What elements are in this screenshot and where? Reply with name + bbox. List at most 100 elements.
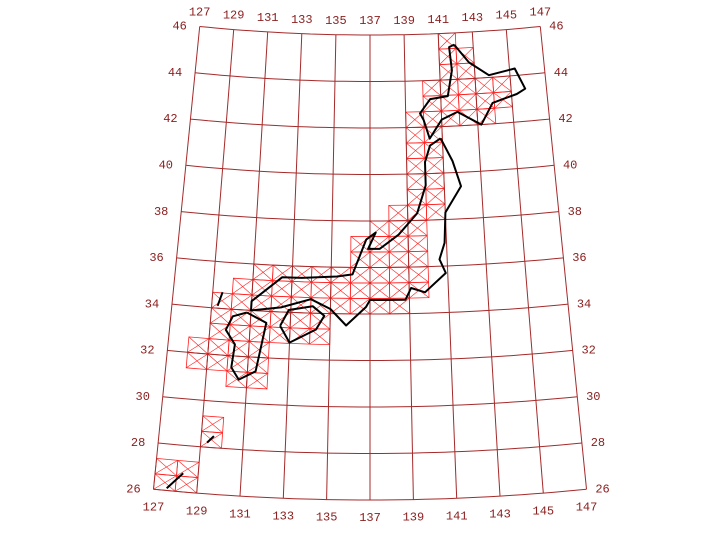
mesh-cross: [156, 458, 177, 477]
mesh-cross: [422, 95, 442, 112]
mesh-cross: [457, 79, 477, 95]
mesh-cross: [369, 298, 390, 315]
mesh-cross: [291, 296, 311, 314]
bottom-lon-label: 145: [533, 504, 555, 518]
coastline-layer: [166, 43, 527, 489]
coastline: [216, 291, 224, 307]
top-lon-label: 141: [427, 13, 449, 27]
meridian: [153, 26, 201, 490]
left-lat-label: 46: [172, 20, 186, 34]
mesh-cross: [253, 263, 273, 281]
right-lat-label: 26: [595, 482, 609, 496]
mesh-cross: [389, 298, 410, 314]
coastline: [279, 305, 326, 344]
mesh-cross: [350, 236, 371, 253]
parallel: [153, 488, 587, 501]
mesh-cross: [405, 111, 425, 128]
mesh-cross: [202, 415, 223, 434]
mesh-layer: [153, 32, 513, 494]
mesh-cross: [389, 251, 409, 268]
mesh-cross: [350, 282, 371, 299]
mesh-cross: [311, 281, 331, 299]
mesh-cross: [231, 308, 251, 327]
mesh-cross: [208, 338, 229, 356]
mesh-cross: [388, 220, 409, 237]
labels: 127 129 131 133 135 137 139 141 143 145 147 127 129 1…: [126, 6, 609, 525]
coastline: [206, 435, 215, 444]
mesh-cross: [228, 339, 249, 358]
left-lat-label: 32: [140, 344, 154, 358]
top-lon-label: 127: [189, 6, 211, 20]
mesh-cross: [426, 204, 446, 220]
left-lat-label: 30: [136, 390, 150, 404]
mesh-cross: [247, 372, 268, 390]
mesh-cross: [154, 473, 176, 492]
right-lat-label: 40: [563, 159, 577, 173]
parallel: [176, 257, 564, 268]
mesh-cross: [270, 311, 291, 329]
left-lat-label: 42: [163, 112, 177, 126]
mesh-cross: [389, 282, 410, 299]
mesh-cross: [188, 336, 209, 355]
mesh-cross: [330, 297, 351, 315]
mesh-cross: [350, 251, 371, 268]
mesh-cross: [311, 266, 332, 283]
coastline: [224, 311, 268, 381]
right-lat-label: 42: [558, 112, 572, 126]
mesh-cross: [441, 110, 461, 127]
mesh-cross: [369, 220, 390, 237]
mesh-cross: [408, 266, 429, 283]
mesh-cross: [389, 267, 410, 283]
top-lon-label: 133: [291, 13, 313, 27]
mesh-cross: [230, 324, 250, 342]
mesh-cross: [474, 78, 494, 93]
mesh-cross: [406, 173, 426, 190]
top-lon-label: 145: [496, 9, 518, 23]
left-lat-label: 38: [154, 205, 168, 219]
bottom-lon-label: 143: [489, 507, 511, 521]
top-lon-label: 129: [223, 9, 245, 23]
bottom-lon-label: 139: [403, 511, 425, 525]
mesh-cross: [440, 95, 460, 111]
mesh-cross: [207, 353, 228, 372]
mesh-cross: [292, 265, 312, 283]
top-lon-label: 139: [393, 14, 415, 28]
mesh-cross: [289, 327, 310, 345]
right-lat-label: 38: [568, 205, 582, 219]
right-lat-label: 32: [581, 344, 595, 358]
bottom-lon-label: 141: [446, 509, 468, 523]
mesh-cross: [456, 63, 476, 79]
mesh-cross: [405, 127, 425, 143]
top-lon-label: 131: [257, 11, 279, 25]
parallel: [181, 211, 559, 222]
mesh-cross: [407, 235, 428, 252]
parallel: [185, 164, 555, 175]
right-lat-label: 36: [572, 251, 586, 265]
right-lat-label: 44: [554, 66, 568, 80]
mesh-cross: [369, 267, 390, 284]
mesh-cross: [369, 282, 390, 299]
mesh-cross: [248, 356, 268, 374]
mesh-cross: [249, 325, 270, 343]
mesh-cross: [438, 48, 457, 65]
parallel: [171, 303, 569, 315]
mesh-cross: [408, 251, 429, 267]
left-lat-label: 40: [159, 159, 173, 173]
parallel: [162, 396, 578, 408]
mesh-cross: [271, 295, 291, 313]
coastline: [250, 137, 462, 327]
mesh-cross: [425, 173, 445, 189]
top-lon-label: 147: [530, 6, 552, 20]
mesh-cross: [269, 326, 290, 344]
top-lon-label: 135: [325, 14, 347, 28]
bottom-lon-label: 137: [359, 511, 381, 525]
bottom-lon-label: 147: [576, 500, 598, 514]
mesh-cross: [201, 431, 222, 449]
mesh-cross: [226, 370, 247, 389]
mesh-cross: [233, 277, 253, 296]
mesh-cross: [407, 189, 427, 205]
mesh-cross: [249, 341, 269, 359]
mesh-cross: [273, 264, 293, 282]
mesh-cross: [438, 33, 457, 49]
